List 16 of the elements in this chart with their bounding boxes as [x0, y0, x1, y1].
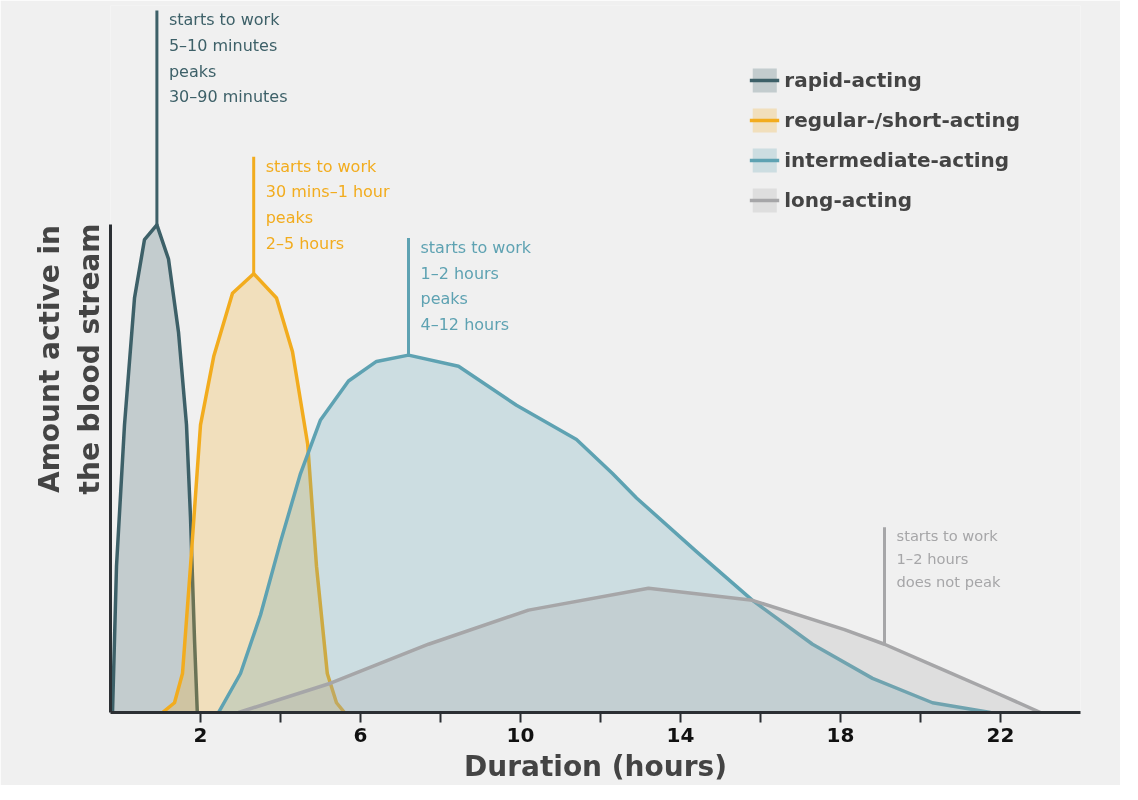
legend-label: regular-/short-acting	[784, 108, 1020, 132]
annotation: starts to work 30 mins–1 hour peaks 2–5 hours	[265, 156, 390, 253]
x-tick-label: 14	[666, 722, 695, 747]
annotation: starts to work 5–10 minutes peaks 30–90 minutes	[168, 10, 288, 107]
x-tick-label: 18	[826, 722, 855, 747]
x-tick-label: 10	[506, 722, 535, 747]
x-tick-label: 22	[986, 722, 1015, 747]
x-tick-label: 6	[353, 722, 368, 747]
x-axis-title: Duration (hours)	[464, 749, 727, 783]
y-axis-title: Amount active in the blood stream	[32, 223, 106, 495]
x-tick-label: 2	[193, 722, 208, 747]
annotation: starts to work 1–2 hours does not peak	[896, 527, 1002, 591]
annotation: starts to work 1–2 hours peaks 4–12 hours	[420, 238, 532, 335]
legend-label: long-acting	[784, 188, 913, 212]
legend-label: rapid-acting	[784, 68, 922, 92]
legend-label: intermediate-acting	[784, 148, 1010, 172]
